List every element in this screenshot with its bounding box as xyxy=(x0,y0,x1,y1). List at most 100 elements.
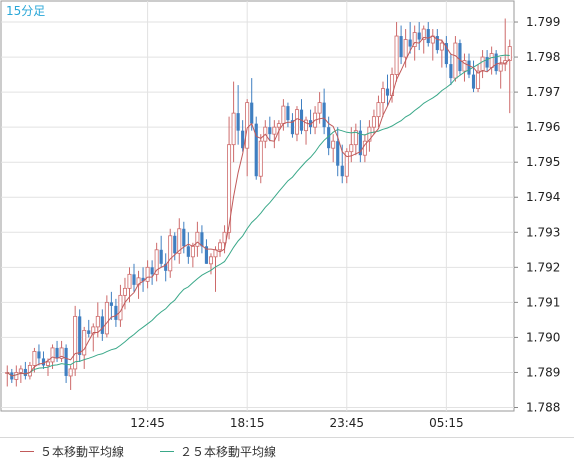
candle-up xyxy=(245,102,250,149)
candle-down xyxy=(399,36,403,58)
candle-up xyxy=(227,144,232,233)
y-tick-label: 1.797 xyxy=(526,85,560,99)
candle-down xyxy=(23,368,27,376)
candle-up xyxy=(498,63,503,72)
candle-down xyxy=(435,36,439,51)
candle-up xyxy=(104,301,109,335)
candle-down xyxy=(78,316,82,355)
candle-down xyxy=(87,330,91,334)
candle-up xyxy=(32,351,37,366)
y-tick-label: 1.793 xyxy=(526,225,560,239)
candle-up xyxy=(421,28,426,40)
candle-down xyxy=(100,316,104,334)
candle-up xyxy=(59,347,64,359)
candle-up xyxy=(403,39,408,58)
y-tick-label: 1.794 xyxy=(526,190,560,204)
candle-down xyxy=(204,246,209,264)
candle-up xyxy=(507,46,512,61)
candle-up xyxy=(281,105,286,125)
candle-up xyxy=(258,140,263,177)
candle-up xyxy=(376,102,381,118)
candle-down xyxy=(322,102,326,128)
candle-up xyxy=(177,228,182,254)
y-tick-label: 1.791 xyxy=(526,295,560,309)
y-tick-label: 1.789 xyxy=(526,365,560,379)
candle-up xyxy=(439,42,444,51)
candle-up xyxy=(362,140,367,156)
candle-down xyxy=(426,29,430,44)
candle-up xyxy=(480,56,485,72)
candle-up xyxy=(231,112,236,146)
candle-up xyxy=(95,315,100,328)
candle-up xyxy=(73,315,78,370)
candle-up xyxy=(122,287,127,296)
candle-down xyxy=(444,43,448,65)
candle-down xyxy=(327,127,331,149)
candle-down xyxy=(336,141,340,166)
candle-up xyxy=(353,130,358,146)
candle-up xyxy=(371,116,376,128)
candle-down xyxy=(340,165,344,177)
candle-up xyxy=(349,144,354,153)
candle-down xyxy=(290,120,295,135)
x-tick-label: 12:45 xyxy=(130,416,165,430)
y-tick-label: 1.790 xyxy=(526,330,560,344)
candle-up xyxy=(145,266,150,282)
candle-down xyxy=(408,39,412,47)
candle-down xyxy=(268,127,272,135)
candle-down xyxy=(358,130,362,156)
timeframe-label: 15分足 xyxy=(6,4,45,18)
candle-up xyxy=(276,123,281,128)
candle-up xyxy=(294,109,299,135)
candle-up xyxy=(344,151,349,177)
candle-down xyxy=(132,274,136,285)
candle-down xyxy=(55,347,59,359)
y-tick-label: 1.796 xyxy=(526,120,560,134)
legend-ma5: ５本移動平均線 xyxy=(20,443,124,460)
y-tick-label: 1.799 xyxy=(526,15,560,29)
candle-up xyxy=(208,256,213,265)
candle-down xyxy=(159,249,163,264)
price-chart: 1.799 1.798 1.797 1.796 1.795 1.794 1.793 1.792… xyxy=(0,0,560,430)
candle-down xyxy=(114,305,118,320)
candle-down xyxy=(286,106,290,121)
candle-up xyxy=(190,245,195,258)
candle-up xyxy=(127,273,132,289)
x-tick-label: 18:15 xyxy=(230,416,265,430)
y-tick-label: 1.798 xyxy=(526,50,560,64)
x-tick-label: 23:45 xyxy=(329,416,364,430)
legend-ma5-swatch xyxy=(20,451,34,452)
candle-up xyxy=(46,361,50,366)
candle-up xyxy=(381,88,385,104)
candle-down xyxy=(250,102,254,124)
candle-up xyxy=(272,126,277,135)
y-tick-label: 1.792 xyxy=(526,260,560,274)
candle-down xyxy=(109,302,113,306)
candle-up xyxy=(489,53,494,68)
candle-down xyxy=(385,88,390,96)
candle-down xyxy=(200,232,204,247)
candle-down xyxy=(141,277,145,282)
chart-legend: ５本移動平均線 ２５本移動平均線 xyxy=(0,437,574,463)
candle-down xyxy=(241,130,245,149)
candle-down xyxy=(150,267,154,275)
candle-down xyxy=(417,32,421,40)
y-tick-label: 1.795 xyxy=(526,155,560,169)
candle-up xyxy=(82,330,87,356)
legend-ma25-swatch xyxy=(160,451,174,452)
candle-down xyxy=(494,53,498,72)
candle-up xyxy=(195,231,200,247)
candle-down xyxy=(449,64,453,79)
candle-up xyxy=(394,35,399,75)
legend-ma25: ２５本移動平均線 xyxy=(160,443,276,460)
candle-up xyxy=(68,368,73,377)
candle-up xyxy=(154,249,159,275)
candle-down xyxy=(37,351,41,359)
candle-up xyxy=(168,235,173,272)
candle-down xyxy=(173,235,177,254)
candle-up xyxy=(118,294,123,321)
candle-down xyxy=(182,228,186,247)
candle-up xyxy=(304,119,309,132)
candle-down xyxy=(64,347,68,376)
candle-up xyxy=(91,326,96,335)
